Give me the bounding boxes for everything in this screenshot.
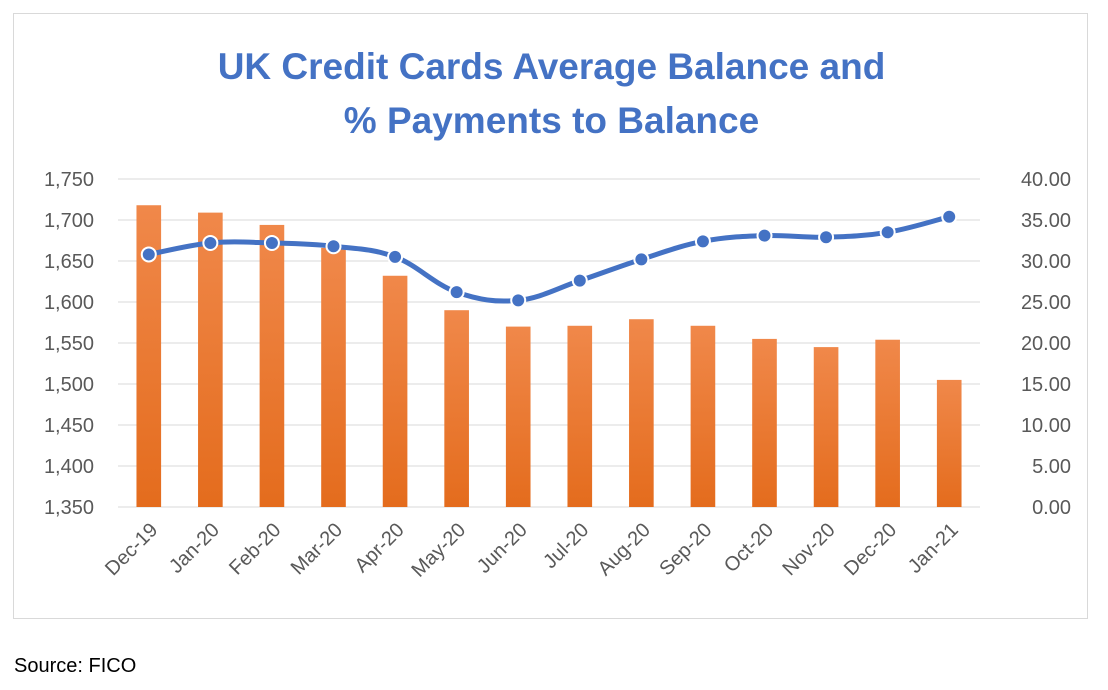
bar	[690, 325, 716, 507]
bar	[936, 379, 962, 507]
left-axis-tick-label: 1,600	[44, 292, 94, 314]
bar	[444, 310, 469, 507]
left-axis-tick-label: 1,450	[44, 415, 94, 437]
chart-frame	[13, 13, 1088, 619]
x-axis-tick-label: Dec-19	[101, 519, 162, 580]
bar	[259, 224, 285, 508]
bar	[382, 275, 408, 507]
line-point	[571, 272, 588, 289]
x-axis-tick-label: May-20	[407, 519, 470, 582]
left-axis-tick-label: 1,700	[44, 210, 94, 232]
line-point	[448, 284, 465, 301]
bar-series	[136, 205, 962, 508]
x-axis-tick-label: Jan-20	[165, 519, 224, 578]
bar	[752, 338, 777, 507]
bar	[813, 347, 839, 507]
gridlines	[118, 178, 980, 508]
x-axis-tick-label: Mar-20	[287, 519, 347, 579]
chart-title: UK Credit Cards Average Balance and % Pa…	[14, 40, 1089, 148]
right-axis-tick-label: 40.00	[1021, 169, 1071, 191]
line-point	[633, 251, 650, 268]
right-axis-tick-label: 20.00	[1021, 333, 1071, 355]
x-axis-tick-label: Sep-20	[655, 519, 716, 580]
x-axis-tick-label: Oct-20	[720, 519, 778, 577]
bar	[321, 247, 346, 507]
right-axis-tick-label: 15.00	[1021, 374, 1071, 396]
line-point	[510, 292, 527, 309]
line-point	[202, 234, 219, 251]
source-note: Source: FICO	[14, 655, 137, 677]
line-point	[756, 227, 773, 244]
left-axis-tick-label: 1,500	[44, 374, 94, 396]
right-axis-tick-label: 0.00	[1032, 497, 1071, 519]
line-point	[694, 233, 711, 250]
x-axis-tick-label: Aug-20	[594, 519, 655, 580]
x-axis-tick-label: Jul-20	[539, 519, 593, 573]
x-axis-tick-label: Nov-20	[778, 519, 839, 580]
left-axis-tick-label: 1,750	[44, 169, 94, 191]
right-axis-tick-label: 10.00	[1021, 415, 1071, 437]
line-point	[387, 248, 404, 265]
left-axis-tick-label: 1,650	[44, 251, 94, 273]
right-axis-tick-label: 35.00	[1021, 210, 1071, 232]
bar	[198, 212, 223, 507]
line-point	[325, 238, 342, 255]
x-axis-tick-label: Jun-20	[473, 519, 532, 578]
line-point	[941, 208, 958, 225]
left-axis: 1,350 1,400 1,450 1,500 1,550 1,600 1,650 1,700…	[44, 169, 94, 519]
line-point	[140, 246, 157, 263]
right-axis-tick-label: 5.00	[1032, 456, 1071, 478]
x-axis-tick-label: Feb-20	[225, 519, 285, 579]
bar	[629, 319, 654, 507]
bar	[875, 339, 900, 507]
x-axis-tick-label: Apr-20	[351, 519, 409, 577]
x-axis-tick-label: Jan-21	[904, 519, 963, 578]
right-axis: 0.00 5.00 10.00 15.00 20.00 25.00 30.00 35.00 40…	[1021, 169, 1071, 519]
left-axis-tick-label: 1,350	[44, 497, 94, 519]
right-axis-tick-label: 25.00	[1021, 292, 1071, 314]
right-axis-tick-label: 30.00	[1021, 251, 1071, 273]
left-axis-tick-label: 1,550	[44, 333, 94, 355]
line-point	[263, 234, 280, 251]
bar	[567, 325, 593, 507]
line-series	[140, 208, 958, 309]
left-axis-tick-label: 1,400	[44, 456, 94, 478]
chart-title-line-2: % Payments to Balance	[343, 100, 760, 141]
chart-title-line-1: UK Credit Cards Average Balance and	[217, 46, 886, 87]
x-axis-tick-label: Dec-20	[840, 519, 901, 580]
bar	[505, 326, 531, 507]
line-point	[818, 229, 835, 246]
line-series-path	[146, 214, 952, 304]
line-point	[879, 224, 896, 241]
